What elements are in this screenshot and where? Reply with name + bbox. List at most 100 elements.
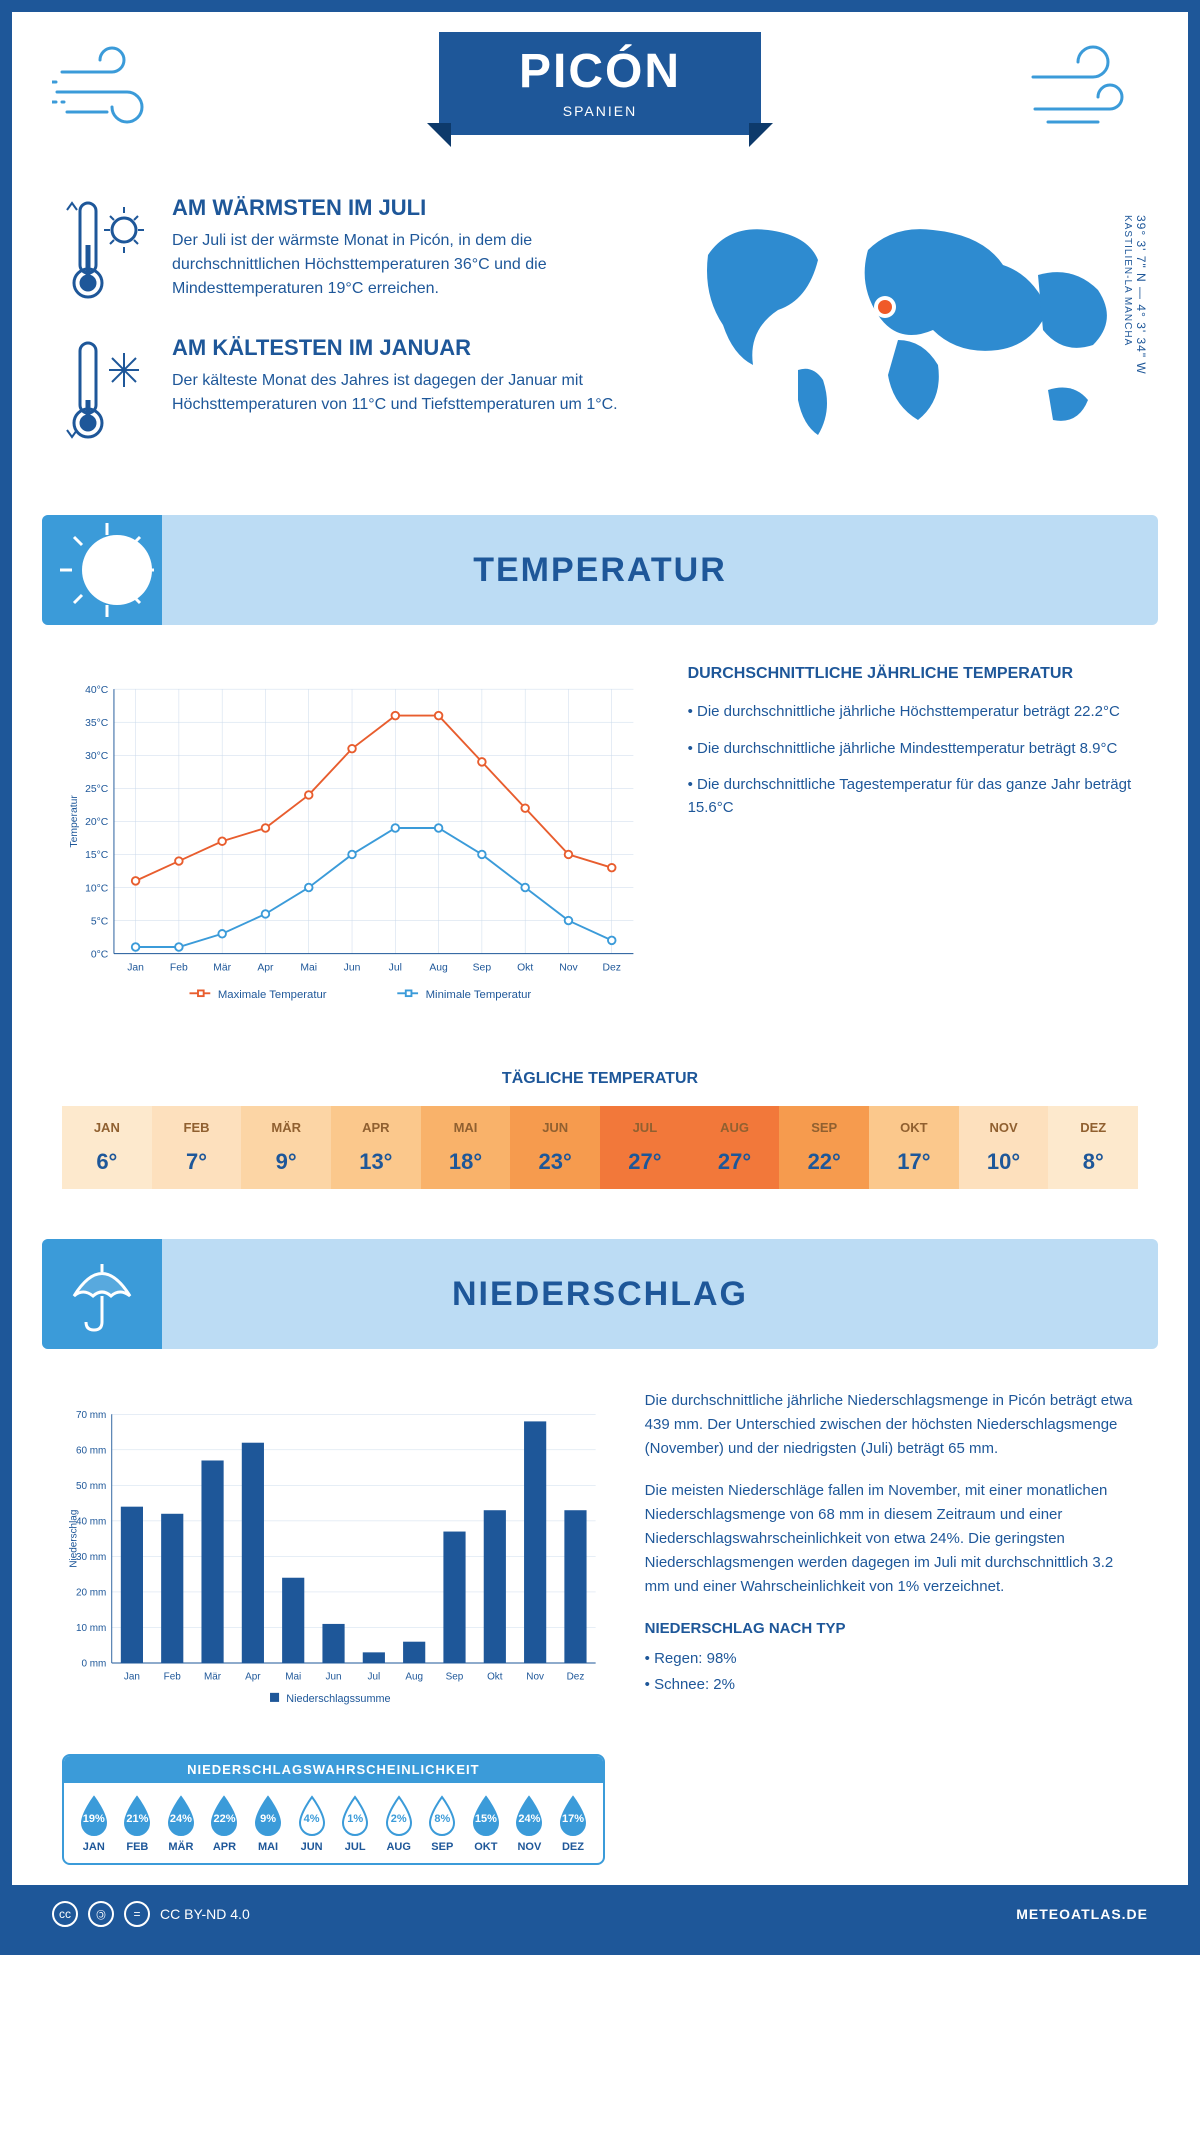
drop-icon: 9% (252, 1795, 284, 1837)
prob-month: MÄR (159, 1841, 203, 1853)
svg-text:Sep: Sep (473, 963, 492, 974)
svg-text:Jan: Jan (124, 1671, 140, 1682)
svg-text:15°C: 15°C (85, 850, 109, 861)
prob-row: 19% JAN 21% FEB 24% MÄR 22% APR (64, 1783, 603, 1863)
cc-icon: cc (52, 1901, 78, 1927)
site-name: METEOATLAS.DE (1016, 1906, 1148, 1922)
drop-icon: 2% (383, 1795, 415, 1837)
avg-low: • Die durchschnittliche jährliche Mindes… (688, 738, 1138, 761)
header: PICÓN SPANIEN (12, 12, 1188, 175)
svg-text:30°C: 30°C (85, 751, 109, 762)
svg-text:Okt: Okt (517, 963, 533, 974)
precip-chart: 0 mm10 mm20 mm30 mm40 mm50 mm60 mm70 mmJ… (62, 1389, 605, 1729)
hot-title: AM WÄRMSTEN IM JULI (172, 195, 638, 221)
precip-body: 0 mm10 mm20 mm30 mm40 mm50 mm60 mm70 mmJ… (12, 1349, 1188, 1885)
svg-text:10 mm: 10 mm (76, 1623, 106, 1634)
prob-value: 24% (165, 1813, 197, 1825)
daily-cell: MÄR 9° (241, 1106, 331, 1189)
sun-icon (42, 515, 162, 625)
daily-cell: JAN 6° (62, 1106, 152, 1189)
svg-text:5°C: 5°C (91, 916, 109, 927)
drop-icon: 8% (426, 1795, 458, 1837)
svg-text:Dez: Dez (603, 963, 621, 974)
temperature-title: TEMPERATUR (473, 551, 727, 590)
month-label: NOV (959, 1120, 1049, 1135)
prob-cell: 15% OKT (464, 1795, 508, 1853)
svg-text:Niederschlag: Niederschlag (68, 1510, 79, 1568)
svg-text:Aug: Aug (429, 963, 448, 974)
drop-icon: 24% (165, 1795, 197, 1837)
prob-month: MAI (246, 1841, 290, 1853)
prob-month: JAN (72, 1841, 116, 1853)
prob-month: APR (203, 1841, 247, 1853)
temperature-header: TEMPERATUR (42, 515, 1158, 625)
temp-value: 7° (152, 1149, 242, 1175)
prob-cell: 1% JUL (333, 1795, 377, 1853)
svg-text:30 mm: 30 mm (76, 1552, 106, 1563)
coordinates: 39° 3' 7" N — 4° 3' 34" W KASTILIEN-LA M… (1120, 215, 1148, 375)
prob-month: AUG (377, 1841, 421, 1853)
svg-text:Sep: Sep (446, 1671, 464, 1682)
wind-icon (1018, 42, 1148, 132)
temperature-body: 0°C5°C10°C15°C20°C25°C30°C35°C40°CJanFeb… (12, 625, 1188, 1060)
daily-cell: AUG 27° (690, 1106, 780, 1189)
svg-text:Dez: Dez (567, 1671, 585, 1682)
prob-cell: 9% MAI (246, 1795, 290, 1853)
latlon: 39° 3' 7" N — 4° 3' 34" W (1134, 215, 1148, 375)
svg-text:25°C: 25°C (85, 784, 109, 795)
temp-value: 23° (510, 1149, 600, 1175)
prob-cell: 2% AUG (377, 1795, 421, 1853)
svg-text:Jun: Jun (344, 963, 361, 974)
prob-value: 9% (252, 1813, 284, 1825)
world-map-icon (678, 195, 1138, 455)
umbrella-icon (42, 1239, 162, 1349)
svg-text:60 mm: 60 mm (76, 1445, 106, 1456)
svg-text:Jul: Jul (367, 1671, 380, 1682)
svg-text:50 mm: 50 mm (76, 1481, 106, 1492)
prob-cell: 22% APR (203, 1795, 247, 1853)
svg-text:70 mm: 70 mm (76, 1410, 106, 1421)
month-label: OKT (869, 1120, 959, 1135)
intro-section: AM WÄRMSTEN IM JULI Der Juli ist der wär… (12, 175, 1188, 515)
svg-text:Jun: Jun (326, 1671, 342, 1682)
month-label: SEP (779, 1120, 869, 1135)
prob-value: 1% (339, 1813, 371, 1825)
prob-cell: 17% DEZ (551, 1795, 595, 1853)
svg-text:20°C: 20°C (85, 817, 109, 828)
daily-cell: MAI 18° (421, 1106, 511, 1189)
prob-month: DEZ (551, 1841, 595, 1853)
nd-icon: = (124, 1901, 150, 1927)
drop-icon: 22% (208, 1795, 240, 1837)
prob-value: 15% (470, 1813, 502, 1825)
temp-value: 27° (600, 1149, 690, 1175)
precip-para-1: Die durchschnittliche jährliche Niedersc… (645, 1389, 1138, 1461)
daily-cell: JUL 27° (600, 1106, 690, 1189)
precip-left: 0 mm10 mm20 mm30 mm40 mm50 mm60 mm70 mmJ… (62, 1389, 605, 1865)
daily-temp-grid: JAN 6° FEB 7° MÄR 9° APR 13° MAI 18° JUN… (62, 1106, 1138, 1189)
month-label: JUN (510, 1120, 600, 1135)
month-label: AUG (690, 1120, 780, 1135)
svg-text:Minimale Temperatur: Minimale Temperatur (426, 989, 532, 1001)
facts-column: AM WÄRMSTEN IM JULI Der Juli ist der wär… (62, 195, 638, 475)
precip-snow: • Schnee: 2% (645, 1673, 1138, 1697)
by-icon: 🄯 (88, 1901, 114, 1927)
svg-text:Aug: Aug (405, 1671, 423, 1682)
svg-text:20 mm: 20 mm (76, 1588, 106, 1599)
prob-value: 2% (383, 1813, 415, 1825)
precip-type-title: NIEDERSCHLAG NACH TYP (645, 1617, 1138, 1641)
svg-text:Mai: Mai (300, 963, 317, 974)
prob-month: SEP (421, 1841, 465, 1853)
title-ribbon: PICÓN SPANIEN (439, 32, 761, 135)
svg-text:Feb: Feb (170, 963, 188, 974)
thermometer-sun-icon (62, 195, 152, 305)
prob-value: 17% (557, 1813, 589, 1825)
prob-value: 4% (296, 1813, 328, 1825)
hot-text: Der Juli ist der wärmste Monat in Picón,… (172, 229, 638, 301)
drop-icon: 17% (557, 1795, 589, 1837)
temp-value: 18° (421, 1149, 511, 1175)
svg-text:Maximale Temperatur: Maximale Temperatur (218, 989, 327, 1001)
temperature-chart: 0°C5°C10°C15°C20°C25°C30°C35°C40°CJanFeb… (62, 665, 648, 1030)
prob-month: JUN (290, 1841, 334, 1853)
precip-text: Die durchschnittliche jährliche Niedersc… (645, 1389, 1138, 1865)
prob-value: 21% (121, 1813, 153, 1825)
